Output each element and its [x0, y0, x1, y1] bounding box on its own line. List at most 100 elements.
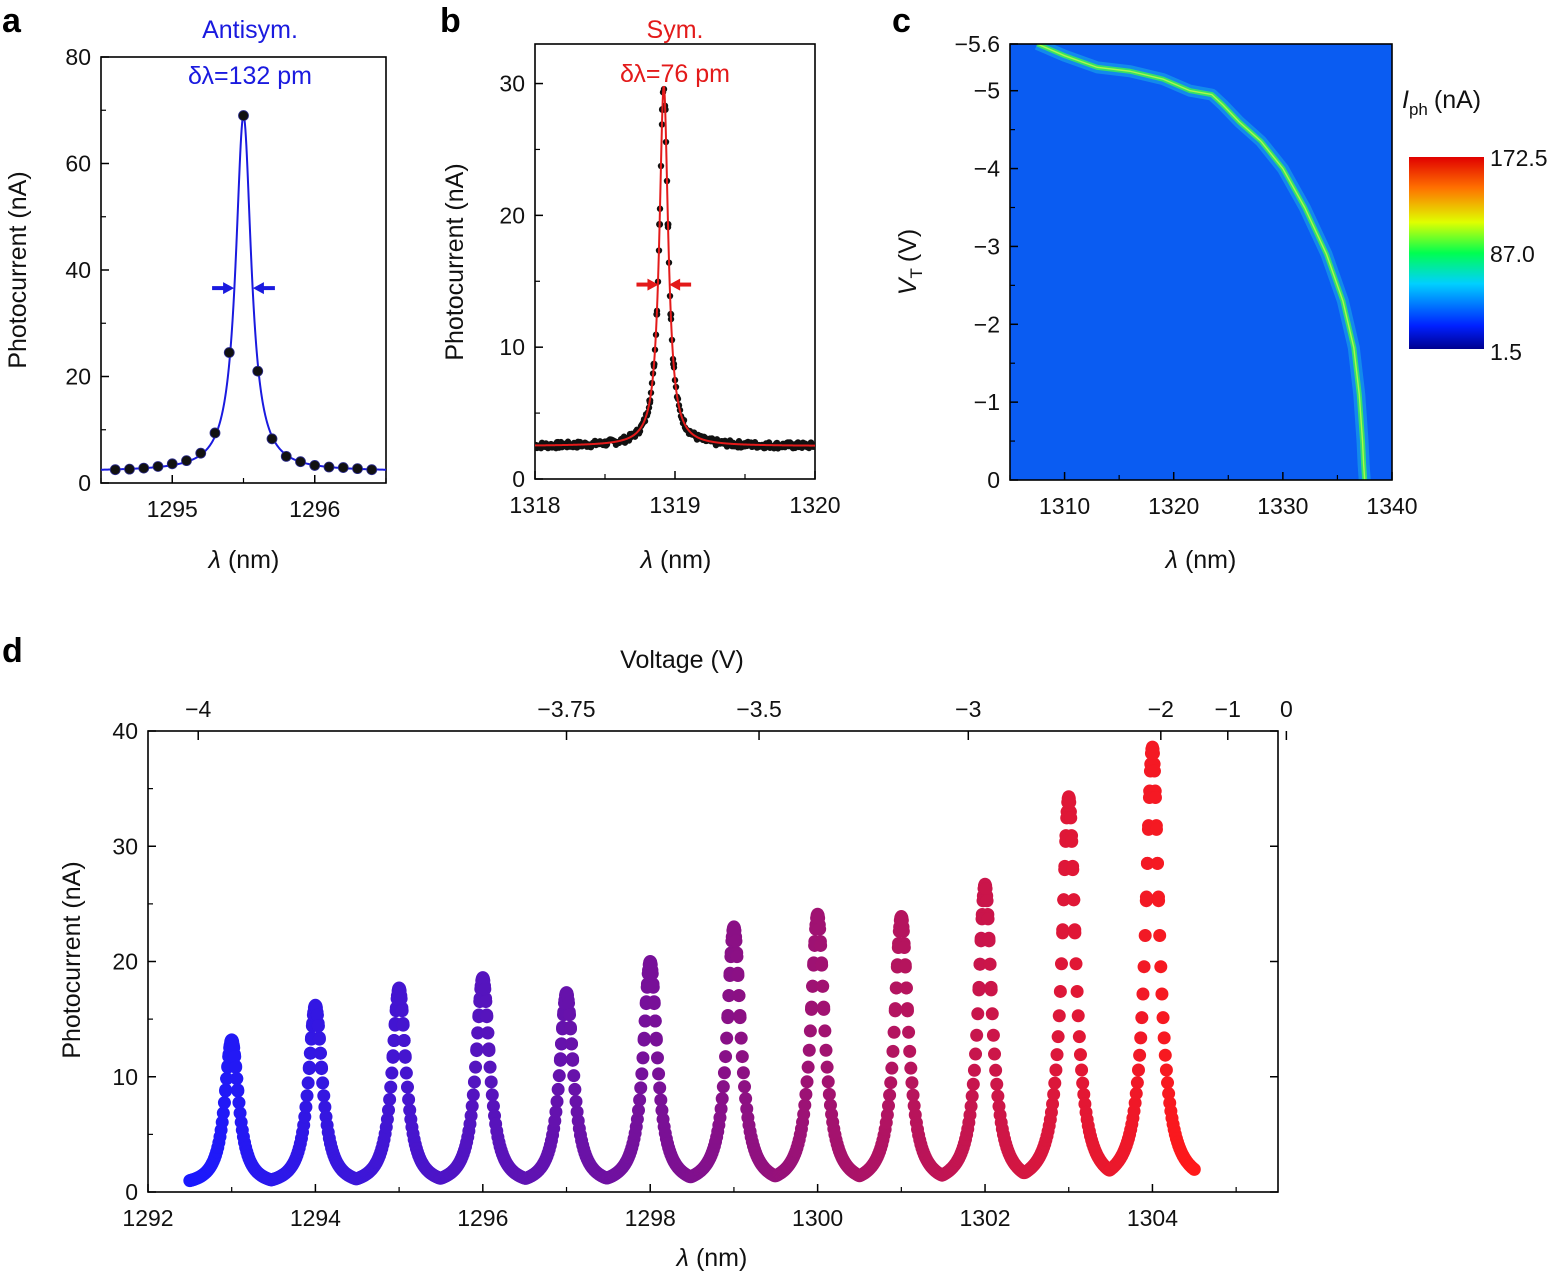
panel-a-data-point — [238, 110, 249, 121]
panel-d-data-point — [882, 1099, 895, 1113]
panel-d-peak-point — [649, 1031, 663, 1045]
panel-a-data-point — [124, 463, 135, 475]
panel-c-ylabel-unit: (V) — [894, 229, 922, 262]
panel-d-peak-point — [1066, 863, 1080, 877]
panel-d-data-point — [801, 1060, 815, 1074]
panel-a-data-point — [352, 463, 363, 475]
panel-d-data-point — [569, 1094, 583, 1108]
panel-d-peak-point — [733, 1008, 747, 1022]
panel-a-arrow-left-head — [223, 282, 235, 295]
panel-d-peak-point — [729, 934, 743, 948]
panel-a-data-point — [266, 433, 278, 445]
panel-d-peak-point — [731, 968, 745, 982]
panel-d-data-point — [464, 1109, 478, 1123]
panel-d-data-point — [1136, 987, 1150, 1001]
panel-d-peak-point — [1063, 795, 1077, 809]
panel-d-data-point — [633, 1093, 647, 1107]
panel-d-data-point — [1138, 928, 1152, 942]
panel-a-data-point — [280, 450, 292, 462]
panel-d-peak-point — [1065, 834, 1079, 848]
panel-d-peak-point — [648, 1014, 662, 1028]
panel-d-data-point — [485, 1088, 499, 1102]
colorbar — [1409, 157, 1484, 349]
panel-d-peak-point — [728, 924, 742, 938]
panel-d-data-point — [739, 1092, 753, 1106]
panel-d-data-point — [902, 1025, 916, 1039]
panel-c-ytick-label: −1 — [974, 389, 1000, 415]
panel-d-peak-point — [888, 1002, 902, 1016]
panel-c-ytick-label: −2 — [974, 311, 1000, 337]
panel-d-peak-point — [302, 1060, 316, 1074]
panel-c-ytick-label: 0 — [987, 467, 1000, 493]
panel-d-peak-point — [1150, 856, 1164, 870]
panel-d-data-point — [1070, 984, 1084, 998]
panel-d-data-point — [1071, 1009, 1085, 1023]
panel-d-data-point — [822, 1087, 836, 1101]
panel-d-data-point — [985, 1007, 999, 1021]
panel-d-peak-point — [387, 1033, 401, 1047]
panel-d-data-point — [1134, 1031, 1148, 1045]
panel-d-data-point — [1154, 960, 1168, 974]
panel-b-ytick-label: 30 — [499, 71, 525, 97]
colorbar-label: Iph (nA) — [1402, 86, 1481, 119]
panel-d-peak-point — [1064, 811, 1078, 825]
panel-a-data-point — [366, 464, 378, 476]
panel-d-peak-point — [895, 913, 909, 927]
panel-a-data-point — [252, 365, 264, 377]
panel-a-data-point — [337, 462, 349, 473]
panel-d-peak-point — [481, 1026, 495, 1040]
panel-d-peak-point — [984, 980, 998, 994]
panel-a-data-point — [223, 347, 235, 358]
panel-b-ytick-label: 10 — [499, 334, 525, 360]
panel-d-peak-point — [899, 981, 913, 995]
panel-d-peak-point — [637, 1031, 651, 1045]
panel-a-data-point — [109, 464, 121, 476]
panel-d-peak-point — [310, 1008, 324, 1022]
panel-d-data-point — [550, 1094, 564, 1108]
panel-d-peak-point — [397, 1033, 411, 1047]
panel-d-data-point — [883, 1088, 897, 1102]
panel-d-peak-point — [395, 1004, 409, 1018]
panel-a-ytick-label: 60 — [65, 151, 91, 177]
panel-d: Voltage (V) λ (nm) Photocurrent (nA) 129… — [58, 646, 1293, 1272]
panel-d-peak-point — [812, 911, 826, 925]
panel-letter-c: c — [892, 2, 911, 40]
panel-d-peak-point — [900, 1002, 914, 1016]
panel-b-xlabel-unit: (nm) — [660, 546, 711, 574]
panel-d-data-point — [735, 1050, 749, 1064]
panel-d-data-point — [1155, 987, 1169, 1001]
panel-d-peak-point — [1057, 893, 1071, 907]
panel-d-data-point — [466, 1088, 480, 1102]
panel-d-peak-point — [645, 967, 659, 981]
panel-d-xlabel: λ (nm) — [675, 1244, 748, 1272]
panel-a-data-point — [323, 461, 335, 473]
panel-a-xlabel: λ (nm) — [207, 546, 280, 574]
panel-b-ylabel: Photocurrent (nA) — [441, 163, 469, 360]
panel-d-peak-point — [898, 960, 912, 974]
panel-d-top-xlabel: Voltage (V) — [620, 646, 744, 674]
panel-c-xlabel-unit: (nm) — [1185, 546, 1236, 574]
panel-d-data-point — [885, 1061, 899, 1075]
panel-d-data-point — [738, 1080, 752, 1094]
panel-b-fit-curve — [535, 85, 815, 447]
panel-d-data-point — [798, 1098, 812, 1112]
panel-d-data-point — [1054, 957, 1068, 971]
panel-d-peak-point — [638, 1014, 652, 1028]
panel-d-data-point — [299, 1100, 313, 1114]
panel-letter-a: a — [2, 2, 22, 40]
panel-d-data-point — [316, 1076, 330, 1090]
panel-d-data-point — [1076, 1076, 1090, 1090]
panel-a-ytick-label: 40 — [65, 257, 91, 283]
panel-d-ytick-label: 10 — [112, 1064, 138, 1090]
panel-d-data-point — [486, 1099, 500, 1113]
panel-d-data-point — [719, 1050, 733, 1064]
panel-c: λ (nm) VT (V) 1310 1320 1330 1340 0 −1 −2 −3 −4 −5… — [894, 31, 1548, 574]
panel-d-peak-point — [396, 1018, 410, 1032]
panel-d-peak-point — [980, 894, 994, 908]
panel-d-data-point — [568, 1082, 582, 1096]
panel-d-data-point — [903, 1044, 917, 1058]
panel-d-data-point — [318, 1100, 332, 1114]
panel-d-data-point — [964, 1099, 978, 1113]
panel-d-peak-point — [471, 1026, 485, 1040]
